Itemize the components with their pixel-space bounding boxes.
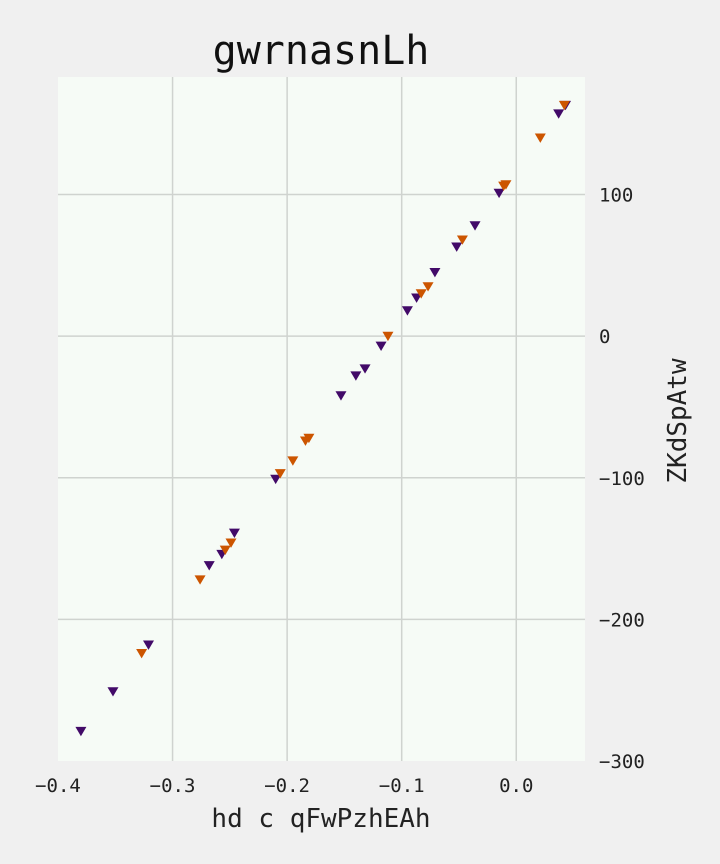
scatter-points [75, 100, 572, 737]
x-tick-labels: −0.4 −0.3 −0.2 −0.1 0.0 [35, 775, 533, 797]
data-point [136, 648, 148, 659]
y-tick-label: −300 [599, 751, 645, 773]
plot-area [58, 77, 585, 761]
x-gridlines [171, 77, 518, 761]
data-point [274, 469, 286, 479]
data-point [422, 282, 434, 292]
data-point [335, 391, 347, 401]
y-axis-label: ZKdSpAtw [663, 358, 693, 484]
data-point [401, 306, 413, 316]
data-point [469, 221, 481, 231]
y-tick-label: −200 [599, 609, 645, 631]
data-point [228, 528, 240, 538]
y-tick-label: 100 [599, 185, 633, 207]
data-point [456, 235, 468, 245]
data-point [429, 268, 441, 278]
data-point [143, 640, 155, 650]
data-point [451, 242, 463, 252]
data-point [359, 364, 371, 374]
y-tick-labels: 100 0 −100 −200 −300 [599, 185, 645, 773]
data-point [303, 433, 315, 444]
data-point [411, 293, 423, 303]
data-point [219, 545, 231, 555]
data-point [194, 575, 206, 585]
x-tick-label: −0.4 [35, 775, 81, 797]
data-point [287, 456, 299, 466]
data-point [553, 109, 565, 119]
data-point [558, 100, 570, 111]
y-tick-label: −100 [599, 468, 645, 490]
data-point [270, 474, 282, 485]
data-point [375, 341, 387, 352]
x-tick-label: −0.3 [150, 775, 196, 797]
chart-title: gwrnasnLh [213, 28, 430, 74]
data-point [493, 188, 505, 199]
data-point [534, 133, 546, 143]
x-axis-label: hd c qFwPzhEAh [211, 804, 430, 834]
x-tick-label: 0.0 [499, 775, 533, 797]
data-point [107, 687, 119, 697]
data-point [415, 289, 427, 299]
data-point [225, 538, 237, 548]
x-tick-label: −0.1 [379, 775, 425, 797]
data-point [500, 180, 512, 190]
data-point [350, 371, 362, 381]
y-tick-label: 0 [599, 326, 610, 348]
x-tick-label: −0.2 [264, 775, 310, 797]
data-point [203, 561, 215, 571]
data-point [382, 331, 394, 342]
data-point [75, 726, 87, 737]
